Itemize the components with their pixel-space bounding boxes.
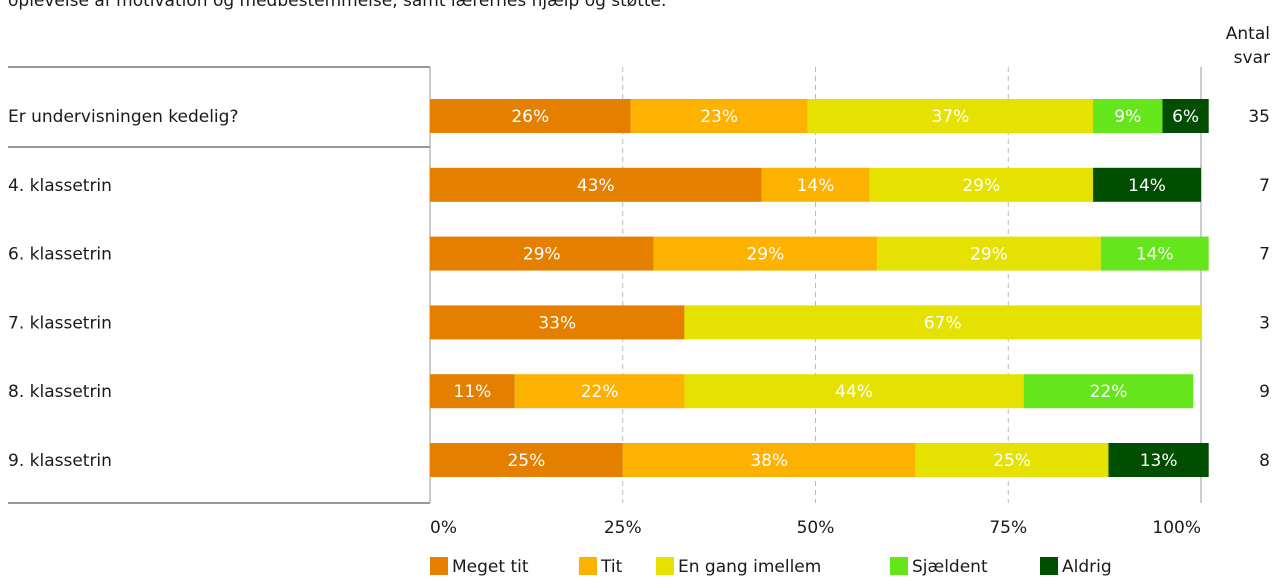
data-label: 9% [1114,107,1141,127]
legend-swatch [579,557,597,575]
bar-segment [622,443,916,477]
bar-row: Er undervisningen kedelig? 26% 23% 37% 9% 6% 3… [8,99,1270,133]
legend-swatch [1040,557,1058,575]
bar-segment [430,374,515,409]
data-label: 14% [1136,245,1174,265]
legend-swatch [890,557,908,575]
bar-row: 4. klassetrin 43% 14% 29% 14% 7 [8,167,1270,202]
bar-segment [430,167,762,202]
count-header-line1: Antal [1225,24,1270,44]
legend-swatch [656,557,674,575]
x-tick-label: 100% [1152,518,1201,538]
data-label: 43% [577,176,615,196]
response-count: 7 [1259,176,1270,196]
bar-segment [807,99,1094,133]
bar-row: 8. klassetrin 11% 22% 44% 22% 9 [8,374,1270,409]
legend-label: Aldrig [1062,557,1112,577]
bar-segment [430,236,654,271]
bar-row: 7. klassetrin 33% 67% 3 [8,305,1270,340]
gridlines [622,67,1009,503]
count-header-line2: svar [1233,48,1270,68]
data-label: 25% [993,451,1031,471]
bar-row: 6. klassetrin 29% 29% 29% 14% 7 [8,236,1270,271]
category-label: Er undervisningen kedelig? [8,107,238,127]
response-count: 3 [1259,313,1270,333]
category-label: 6. klassetrin [8,245,112,265]
bar-segment [430,99,631,133]
category-label: 4. klassetrin [8,176,112,196]
bar-segment [430,443,623,477]
x-tick-label: 0% [430,518,457,538]
legend-label: Meget tit [452,557,529,577]
legend-label: En gang imellem [678,557,821,577]
legend-item: Meget tit [430,557,529,577]
data-label: 22% [1090,382,1128,402]
response-count: 35 [1248,107,1270,127]
response-count: 9 [1259,382,1270,402]
legend: Meget tit Tit En gang imellem Sjældent Aldri… [430,557,1112,577]
data-label: 29% [523,245,561,265]
bar-segment [1093,99,1163,133]
bar-row: 9. klassetrin 25% 38% 25% 13% 8 [8,443,1270,477]
legend-item: Sjældent [890,557,988,577]
bar-segment [1093,167,1201,202]
bar-segment [514,374,685,409]
bar-segment [430,305,685,340]
bar-segment [1023,374,1194,409]
data-label: 11% [454,382,492,402]
x-tick-label: 75% [989,518,1027,538]
bar-segment [630,99,808,133]
data-label: 6% [1172,107,1199,127]
bar-segment [684,305,1201,340]
bar-segment [653,236,878,271]
data-label: 26% [511,107,549,127]
x-axis-ticks: 0% 25% 50% 75% 100% [430,518,1201,538]
bar-segment [877,236,1101,271]
legend-label: Tit [600,557,623,577]
data-label: 13% [1140,451,1178,471]
data-label: 23% [700,107,738,127]
category-label: 8. klassetrin [8,382,112,402]
category-label: 7. klassetrin [8,313,112,333]
legend-item: En gang imellem [656,557,821,577]
bar-segment [1108,443,1209,477]
bar-segment [684,374,1024,409]
data-label: 22% [581,382,619,402]
data-label: 29% [962,176,1000,196]
bar-rows: Er undervisningen kedelig? 26% 23% 37% 9% 6% 3… [8,99,1270,477]
legend-item: Tit [579,557,623,577]
data-label: 25% [507,451,545,471]
bar-segment [1162,99,1209,133]
data-label: 29% [746,245,784,265]
data-label: 29% [970,245,1008,265]
data-label: 14% [797,176,835,196]
bar-segment [761,167,870,202]
data-label: 44% [835,382,873,402]
bar-segment [915,443,1109,477]
x-tick-label: 50% [797,518,835,538]
bar-segment [1100,236,1209,271]
legend-label: Sjældent [912,557,988,577]
bar-segment [869,167,1094,202]
x-tick-label: 25% [604,518,642,538]
category-label: 9. klassetrin [8,451,112,471]
data-label: 33% [538,313,576,333]
data-label: 37% [932,107,970,127]
count-column-header: Antal svar [1226,22,1270,70]
data-label: 14% [1128,176,1166,196]
legend-item: Aldrig [1040,557,1112,577]
chart-frame [8,66,1202,504]
response-count: 7 [1259,245,1270,265]
data-label: 38% [750,451,788,471]
intro-text: oplevelse af motivation og medbestemmels… [8,0,667,11]
response-count: 8 [1259,451,1270,471]
data-label: 67% [924,313,962,333]
legend-swatch [430,557,448,575]
